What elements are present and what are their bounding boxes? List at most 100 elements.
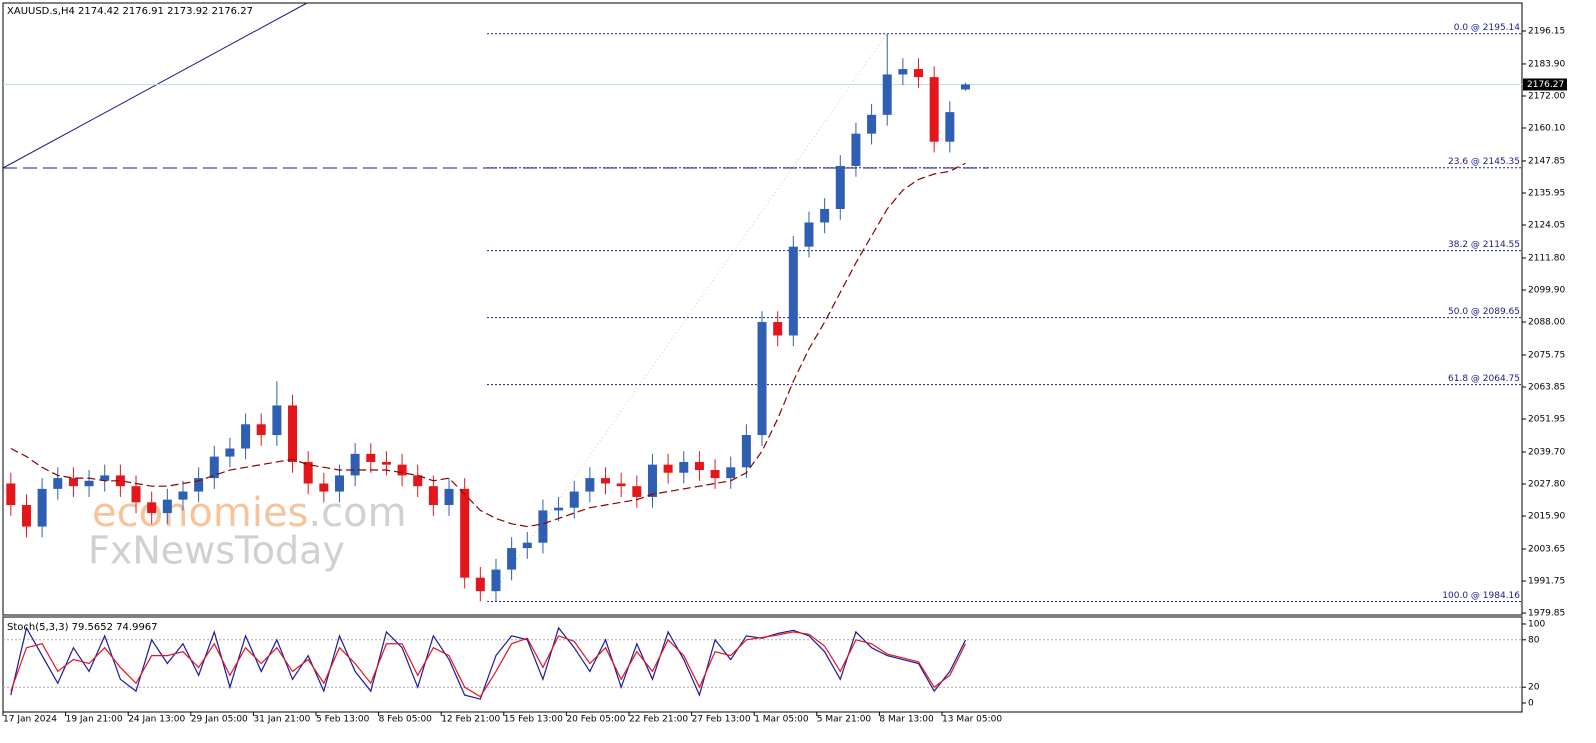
x-tick-label: 17 Jan 2024 — [3, 715, 57, 725]
candle-body — [601, 478, 611, 484]
candle-body — [256, 424, 266, 436]
y-tick-label: 2075.75 — [1528, 350, 1565, 360]
y-tick-label: 2124.05 — [1528, 221, 1565, 231]
fib-label: 0.0 @ 2195.14 — [1454, 23, 1521, 33]
y-tick-label: 1979.85 — [1528, 609, 1565, 619]
x-tick-label: 31 Jan 21:00 — [253, 715, 310, 725]
y-tick-label: 2160.10 — [1528, 123, 1565, 133]
y-tick-label: 2027.80 — [1528, 480, 1565, 490]
candle-body — [334, 475, 344, 492]
candle-body — [319, 483, 329, 492]
y-tick-label: 2039.70 — [1528, 448, 1565, 458]
fib-label: 100.0 @ 1984.16 — [1442, 591, 1520, 601]
candle-body — [585, 478, 595, 492]
candle-body — [898, 69, 908, 75]
candle-body — [131, 486, 141, 503]
x-tick-label: 27 Feb 13:00 — [692, 715, 751, 725]
candle-body — [632, 486, 642, 497]
fib-label: 23.6 @ 2145.35 — [1448, 157, 1520, 167]
x-tick-label: 19 Jan 21:00 — [66, 715, 123, 725]
candle-body — [820, 209, 830, 223]
candle-body — [538, 510, 548, 543]
y-tick-label: 80 — [1528, 635, 1540, 645]
candle-body — [835, 165, 845, 210]
candle-body — [115, 475, 125, 487]
candle-body — [726, 467, 736, 479]
candle-body — [194, 478, 204, 492]
trendline — [2, 2, 308, 169]
y-tick-label: 2003.65 — [1528, 545, 1565, 555]
candle-body — [288, 405, 298, 462]
y-tick-label: 1991.75 — [1528, 577, 1565, 587]
candle-body — [366, 453, 376, 462]
y-tick-label: 2015.90 — [1528, 512, 1565, 522]
y-tick-label: 100 — [1528, 620, 1545, 630]
watermark: FxNewsToday — [88, 529, 345, 573]
x-tick-label: 8 Feb 05:00 — [379, 715, 433, 725]
moving-average — [10, 162, 966, 528]
y-tick-label: 2147.85 — [1528, 156, 1565, 166]
candle-body — [616, 483, 626, 487]
candle-body — [773, 322, 783, 336]
candle-body — [851, 133, 861, 166]
candle-body — [960, 84, 970, 90]
candle-body — [241, 424, 251, 449]
stoch-title: Stoch(5,3,3) 79.5652 74.9967 — [7, 622, 158, 633]
candle-body — [647, 464, 657, 497]
x-tick-label: 22 Feb 21:00 — [629, 715, 688, 725]
candle-body — [522, 542, 532, 549]
candle-body — [507, 548, 517, 570]
y-tick-label: 2172.00 — [1528, 91, 1565, 101]
candle-body — [21, 505, 31, 527]
fib-label: 38.2 @ 2114.55 — [1448, 240, 1520, 250]
candle-body — [867, 114, 877, 134]
candle-body — [475, 577, 485, 592]
candle-body — [929, 77, 939, 142]
y-tick-label: 2051.95 — [1528, 415, 1565, 425]
last-price-box — [1523, 78, 1567, 91]
x-tick-label: 13 Mar 05:00 — [942, 715, 1002, 725]
stoch-frame — [2, 616, 1523, 713]
candle-body — [381, 461, 391, 465]
candle-body — [428, 486, 438, 506]
last-price-label: 2176.27 — [1527, 80, 1564, 90]
watermark: economies.com — [92, 490, 407, 536]
candle-body — [100, 475, 110, 481]
candle-body — [68, 478, 78, 487]
candle-body — [554, 507, 564, 511]
candle-body — [788, 246, 798, 336]
stoch-line — [10, 631, 967, 698]
candle-body — [882, 74, 892, 115]
candle-body — [679, 461, 689, 473]
x-tick-label: 24 Jan 13:00 — [128, 715, 185, 725]
candle-body — [710, 470, 720, 479]
candle-body — [741, 435, 751, 468]
y-tick-label: 2111.80 — [1528, 253, 1565, 263]
x-tick-label: 12 Feb 21:00 — [441, 715, 500, 725]
candle-body — [444, 488, 454, 506]
candle-body — [162, 499, 172, 514]
candle-body — [178, 491, 188, 500]
candle-body — [225, 448, 235, 457]
candle-body — [569, 491, 579, 508]
y-tick-label: 2135.95 — [1528, 188, 1565, 198]
x-tick-label: 5 Mar 21:00 — [817, 715, 872, 725]
candle-body — [460, 488, 470, 578]
stoch-line — [10, 626, 967, 700]
candle-body — [491, 569, 501, 592]
candle-body — [663, 464, 673, 473]
candle-body — [350, 453, 360, 476]
y-tick-label: 20 — [1528, 683, 1540, 693]
candle-body — [804, 222, 814, 247]
watermark-brand: economies — [92, 490, 308, 536]
chart-title: XAUUSD.s,H4 2174.42 2176.91 2173.92 2176… — [7, 6, 253, 17]
x-tick-label: 5 Feb 13:00 — [316, 715, 370, 725]
y-tick-label: 2183.90 — [1528, 59, 1565, 69]
candle-body — [757, 322, 767, 436]
candle-body — [53, 478, 63, 489]
main-frame — [2, 2, 1523, 616]
x-tick-label: 15 Feb 13:00 — [504, 715, 563, 725]
x-tick-label: 1 Mar 05:00 — [754, 715, 809, 725]
y-tick-label: 2088.00 — [1528, 318, 1565, 328]
candle-body — [84, 480, 94, 487]
